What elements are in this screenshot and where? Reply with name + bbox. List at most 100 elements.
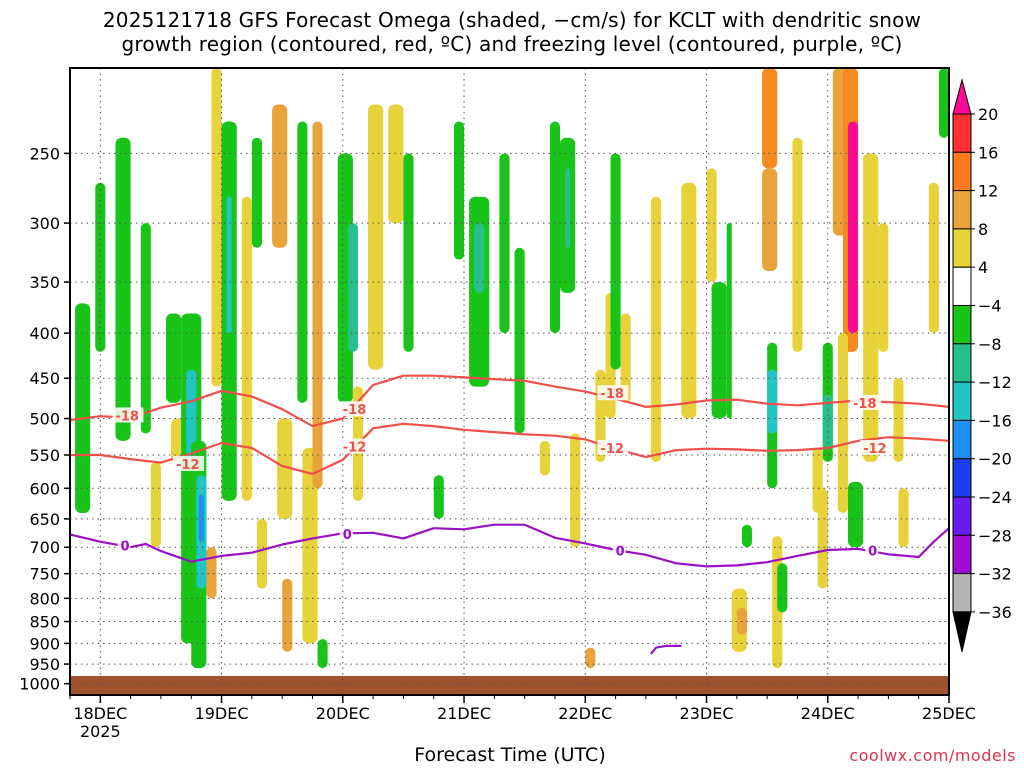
colorbar-bottom-arrow [952,611,972,653]
x-tick-label-3: 21DEC [437,704,491,723]
shaded-region-13 [211,68,222,387]
colorbar-label-12: −32 [978,565,1012,584]
terrain-band [70,676,949,695]
shaded-region-16 [241,196,252,501]
shaded-region-43 [585,647,596,669]
shaded-region-49 [681,182,697,419]
contour-label-bg-5 [339,438,371,454]
shaded-region-69 [847,121,859,334]
contour-label-4: -12 [176,458,200,473]
shaded-region-71 [847,481,864,548]
shaded-region-20 [277,418,293,519]
contour-label-3: -18 [853,397,877,412]
colorbar-segment-9 [952,419,972,460]
x-tick-label-1: 19DEC [195,704,249,723]
colorbar-top-arrow [952,78,972,115]
colorbar-segment-12 [952,534,972,575]
colorbar-label-5: −4 [978,297,1002,316]
shaded-region-51 [711,282,727,419]
colorbar-label-4: 4 [978,258,988,277]
shaded-region-38 [539,440,550,476]
contour-label-1: -18 [343,403,367,418]
shaded-region-47 [620,313,631,403]
colorbar-label-7: −12 [978,373,1012,392]
colorbar-segment-7 [952,343,972,383]
shaded-region-70 [837,333,848,513]
contour-label-bg-9 [339,525,353,541]
shaded-region-22 [297,121,308,403]
shaded-region-32 [433,475,444,519]
contour-0 [70,374,949,428]
y-tick-label-13: 900 [29,634,60,653]
shaded-region-59 [767,369,778,434]
colorbar-segment-11 [952,496,972,536]
contour-label-bg-8 [117,537,131,553]
y-tick-label-5: 500 [29,410,60,429]
shaded-region-72 [863,153,879,462]
shaded-region-46 [610,153,621,370]
x-axis-ticks: 18DEC 19DEC 20DEC 21DEC 22DEC 23DEC 24DEC 25DEC… [69,695,976,741]
shaded-region-4 [150,461,161,548]
contour-label-8: 0 [121,540,130,555]
shaded-region-27 [347,223,358,352]
contour-label-bg-11 [865,542,879,558]
contour-label-7: -12 [863,442,887,457]
contour-labels: -18 -18 -18 -18 -12 -12 -12 -12 0 0 0 0 [112,385,892,560]
contour-label-bg-4 [173,455,205,471]
x-tick-label-0: 18DEC [73,704,127,723]
x-tick-label-2: 20DEC [316,704,370,723]
contour-label-2: -18 [600,387,624,402]
shaded-region-36 [499,153,510,334]
shaded-region-3 [140,223,151,434]
shaded-region-12 [206,547,217,599]
x-tick-label-4: 22DEC [558,704,612,723]
x-tick-label-7: 25DEC [922,704,976,723]
shaded-region-2 [115,137,131,441]
shaded-region-76 [928,182,939,334]
shaded-region-29 [368,104,384,370]
y-axis-ticks: 250 300 350 400 450 500 550 600 650 700 750 800 850 9… [19,144,70,694]
contour-small-0 [650,644,682,655]
colorbar-label-8: −16 [978,411,1012,430]
y-tick-label-7: 600 [29,479,60,498]
colorbar-label-11: −28 [978,526,1012,545]
contour-2 [70,523,949,568]
colorbar-label-3: 8 [978,220,988,239]
shaded-region-15 [226,196,232,334]
colorbar-segment-3 [952,190,972,230]
grid-lines [70,68,950,695]
shaded-region-5 [165,313,182,403]
contour-label-bg-7 [860,439,892,455]
shaded-region-39 [549,121,561,334]
shaded-region-21 [282,578,293,652]
x-axis-label: Forecast Time (UTC) [414,744,606,766]
shaded-region-55 [741,524,752,548]
temperature-contours [70,374,949,655]
contour-label-bg-0 [112,407,144,423]
credit-text: coolwx.com/models [849,746,1016,765]
shaded-region-41 [565,168,571,248]
shaded-region-77 [938,68,949,138]
y-tick-label-11: 800 [29,589,60,608]
shaded-region-57 [762,168,778,271]
colorbar-segment-13 [952,573,972,613]
y-tick-label-10: 750 [29,565,60,584]
shaded-region-31 [403,153,414,352]
contour-label-5: -12 [343,441,367,456]
contour-label-6: -12 [600,442,624,457]
colorbar-segment-5 [952,266,972,307]
shaded-region-19 [272,104,288,248]
shaded-region-11 [198,494,204,542]
contour-label-bg-3 [850,394,882,410]
shaded-region-61 [777,563,788,613]
x-tick-label-6: 24DEC [801,704,855,723]
shaded-region-33 [453,121,465,260]
shaded-region-25 [317,639,328,669]
shaded-region-0 [75,303,91,513]
y-tick-label-2: 350 [29,273,60,292]
y-tick-label-8: 650 [29,510,60,529]
contour-label-9: 0 [343,528,352,543]
y-tick-label-9: 700 [29,538,60,557]
y-tick-label-3: 400 [29,324,60,343]
